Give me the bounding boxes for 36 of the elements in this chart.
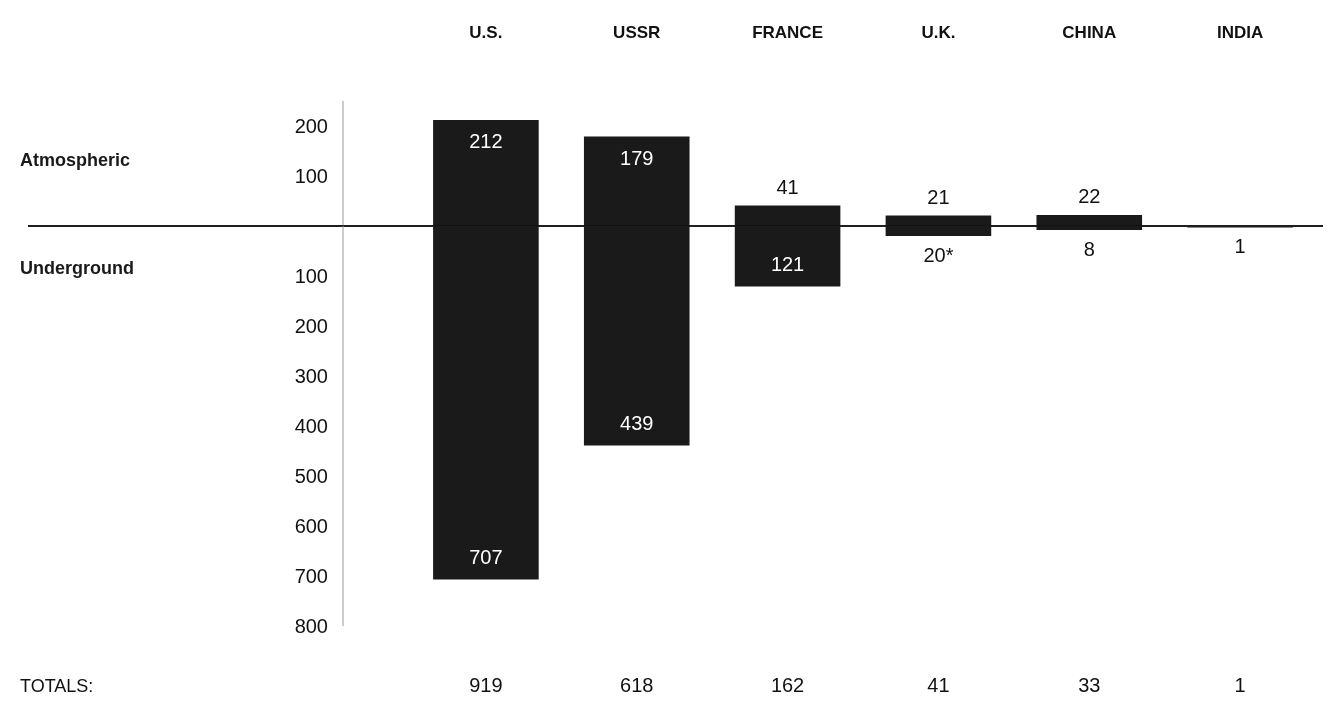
text: 1 bbox=[1234, 674, 1246, 696]
y-tick-label: 200 bbox=[294, 315, 328, 337]
text: 33 bbox=[1078, 674, 1101, 696]
text: Underground bbox=[20, 258, 134, 278]
data-label: 22 bbox=[1078, 185, 1101, 207]
data-label: 20* bbox=[923, 244, 954, 266]
y-tick-label: 400 bbox=[294, 415, 328, 437]
text: 618 bbox=[620, 674, 654, 696]
y-tick-label: 100 bbox=[294, 265, 328, 287]
x-tick-label: INDIA bbox=[1216, 23, 1264, 42]
data-label: 21 bbox=[927, 185, 950, 208]
x-tick-label: FRANCE bbox=[752, 23, 823, 42]
text: Atmospheric bbox=[20, 150, 131, 170]
x-tick-label: USSR bbox=[613, 23, 661, 42]
text: 919 bbox=[469, 674, 503, 696]
data-label: 121 bbox=[770, 252, 805, 275]
x-tick-label: CHINA bbox=[1062, 23, 1117, 42]
y-tick-label: 800 bbox=[294, 615, 328, 637]
x-tick-label: U.S. bbox=[469, 23, 503, 42]
y-tick-label: 700 bbox=[294, 565, 328, 587]
y-tick-label: 600 bbox=[294, 515, 328, 537]
y-tick-label: 200 bbox=[294, 115, 328, 137]
data-label: 8 bbox=[1083, 238, 1095, 260]
y-tick-label: 100 bbox=[294, 165, 328, 187]
data-label: 439 bbox=[620, 411, 654, 434]
data-label: 707 bbox=[469, 545, 503, 568]
data-label: 41 bbox=[776, 175, 799, 198]
y-tick-label: 500 bbox=[294, 465, 328, 487]
text: 41 bbox=[927, 674, 950, 696]
text: 162 bbox=[770, 674, 805, 696]
text: TOTALS: bbox=[20, 676, 94, 696]
x-tick-label: U.K. bbox=[921, 23, 956, 42]
data-label: 1 bbox=[1234, 234, 1246, 257]
data-label: 212 bbox=[469, 130, 503, 152]
y-tick-label: 300 bbox=[294, 365, 328, 387]
data-label: 179 bbox=[620, 146, 654, 169]
